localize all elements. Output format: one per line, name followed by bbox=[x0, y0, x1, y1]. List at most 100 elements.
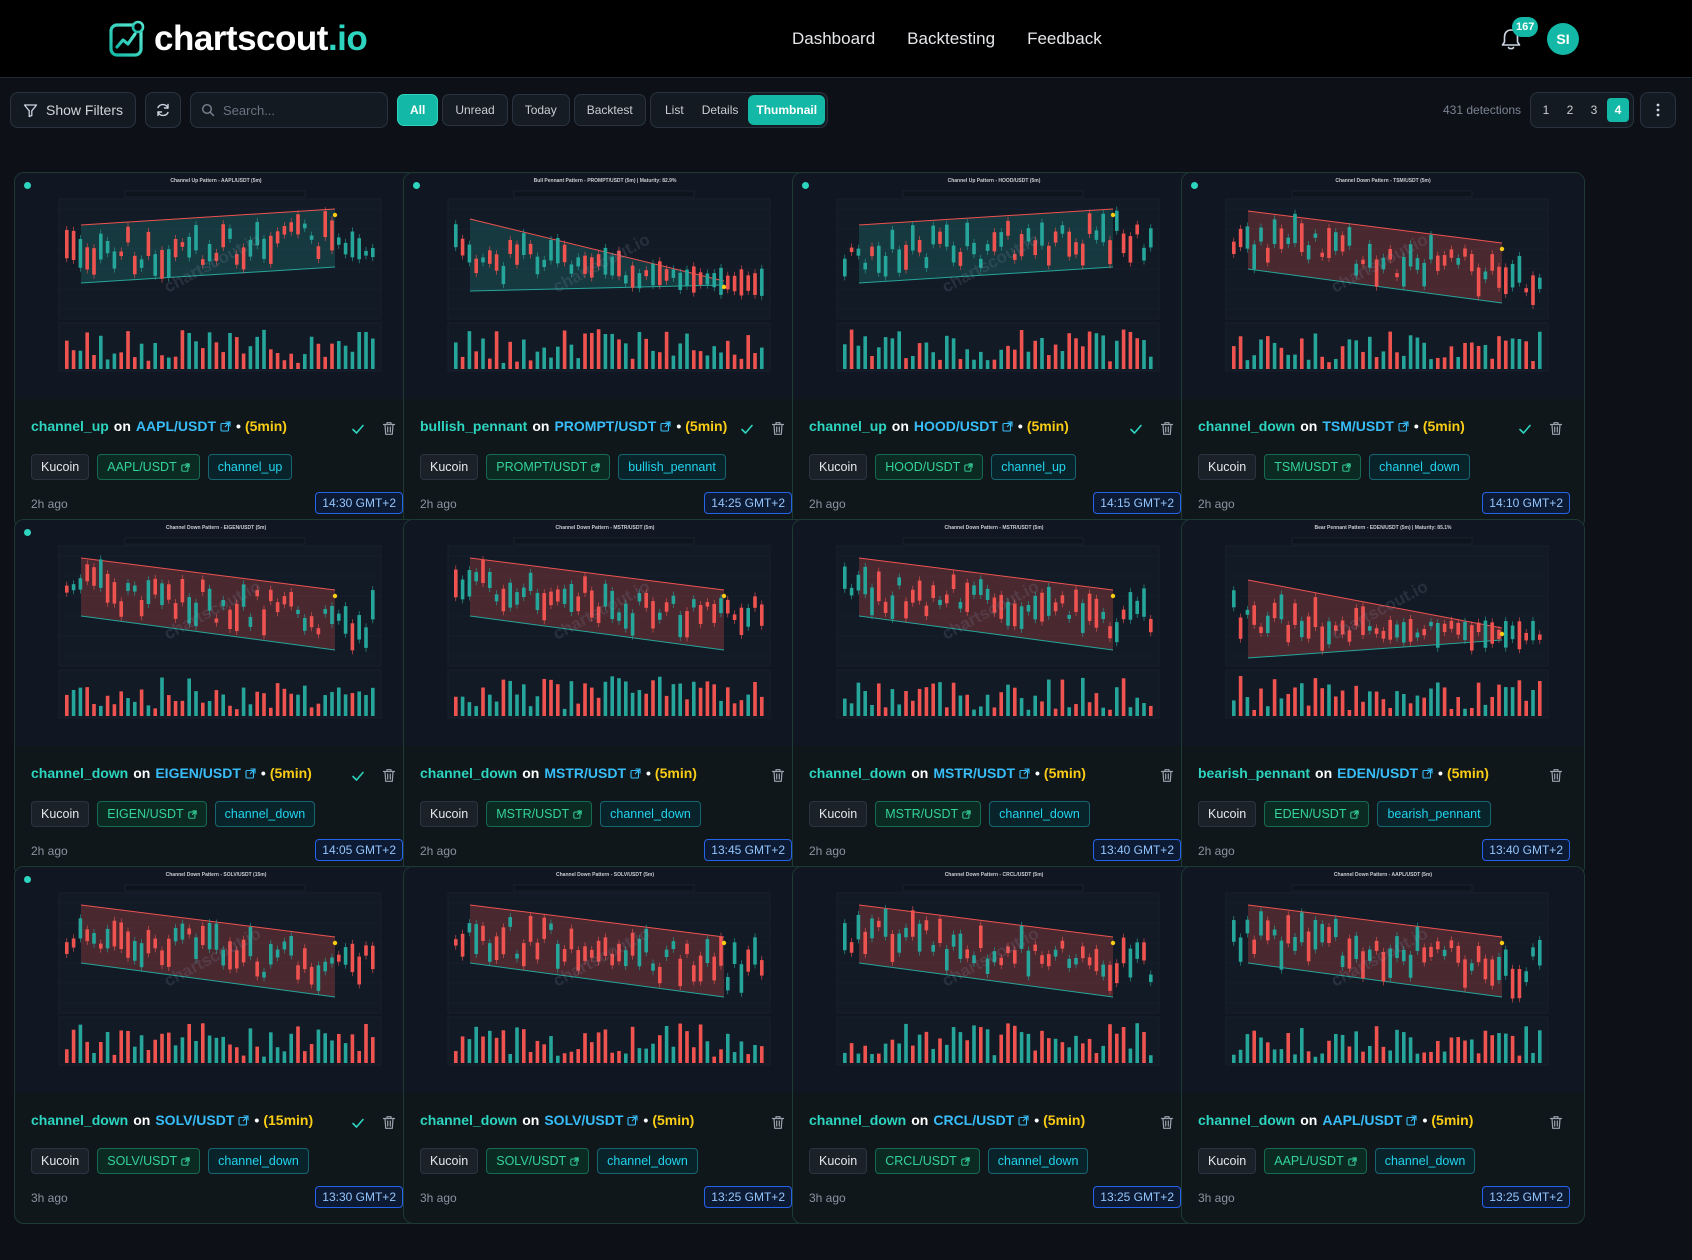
exchange-tag[interactable]: Kucoin bbox=[31, 1148, 90, 1174]
trash-icon[interactable] bbox=[1160, 1115, 1174, 1130]
filter-today-chip[interactable]: Today bbox=[511, 94, 570, 126]
symbol-link[interactable]: AAPL/USDT bbox=[1322, 1112, 1403, 1128]
exchange-tag[interactable]: Kucoin bbox=[420, 454, 479, 480]
symbol-link[interactable]: CRCL/USDT bbox=[933, 1112, 1015, 1128]
view-details-button[interactable]: Details bbox=[701, 103, 739, 117]
external-link-icon[interactable] bbox=[1019, 767, 1030, 779]
detection-card[interactable]: Bear Pennant Pattern - EDEN/USDT (5m) | … bbox=[1181, 519, 1585, 877]
trash-icon[interactable] bbox=[771, 768, 785, 783]
pair-tag[interactable]: PROMPT/USDT bbox=[486, 454, 611, 480]
chart-thumbnail[interactable]: Channel Down Pattern - MSTR/USDT (5m) cha… bbox=[404, 520, 806, 746]
more-options-button[interactable] bbox=[1640, 92, 1676, 128]
pattern-tag[interactable]: bearish_pennant bbox=[1377, 801, 1491, 827]
symbol-link[interactable]: AAPL/USDT bbox=[135, 418, 217, 434]
detection-card[interactable]: Channel Down Pattern - SOLV/USDT (15m) ch… bbox=[14, 866, 418, 1224]
pattern-tag[interactable]: channel_up bbox=[207, 454, 293, 480]
symbol-link[interactable]: EIGEN/USDT bbox=[155, 765, 241, 781]
page-1-button[interactable]: 1 bbox=[1542, 103, 1550, 117]
trash-icon[interactable] bbox=[382, 1115, 396, 1130]
check-icon[interactable] bbox=[351, 422, 365, 436]
nav-backtesting[interactable]: Backtesting bbox=[907, 29, 996, 48]
pattern-tag[interactable]: channel_down bbox=[214, 801, 316, 827]
chart-thumbnail[interactable]: Channel Up Pattern - HOOD/USDT (5m) chart… bbox=[793, 173, 1195, 399]
chart-thumbnail[interactable]: Bear Pennant Pattern - EDEN/USDT (5m) | … bbox=[1182, 520, 1584, 746]
external-link-icon[interactable] bbox=[1002, 420, 1013, 432]
check-icon[interactable] bbox=[1518, 422, 1532, 436]
view-list-button[interactable]: List bbox=[665, 103, 684, 117]
pattern-tag[interactable]: bullish_pennant bbox=[618, 454, 726, 480]
external-link-icon[interactable] bbox=[1406, 1114, 1418, 1126]
symbol-link[interactable]: SOLV/USDT bbox=[155, 1112, 235, 1128]
external-link-icon[interactable] bbox=[660, 420, 671, 432]
symbol-link[interactable]: SOLV/USDT bbox=[544, 1112, 624, 1128]
exchange-tag[interactable]: Kucoin bbox=[809, 1148, 868, 1174]
symbol-link[interactable]: TSM/USDT bbox=[1322, 418, 1394, 434]
pair-tag[interactable]: HOOD/USDT bbox=[875, 454, 984, 480]
nav-dashboard[interactable]: Dashboard bbox=[792, 29, 876, 48]
trash-icon[interactable] bbox=[771, 421, 785, 436]
chart-thumbnail[interactable]: Bull Pennant Pattern - PROMPT/USDT (5m) … bbox=[404, 173, 806, 399]
trash-icon[interactable] bbox=[382, 768, 396, 783]
chart-thumbnail[interactable]: Channel Down Pattern - MSTR/USDT (5m) cha… bbox=[793, 520, 1195, 746]
pair-tag[interactable]: CRCL/USDT bbox=[875, 1148, 980, 1174]
detection-card[interactable]: Channel Down Pattern - MSTR/USDT (5m) cha… bbox=[792, 519, 1196, 877]
symbol-link[interactable]: HOOD/USDT bbox=[913, 418, 998, 434]
exchange-tag[interactable]: Kucoin bbox=[31, 801, 90, 827]
chartscout-logo[interactable]: chartscout.io bbox=[108, 19, 368, 59]
pattern-tag[interactable]: channel_down bbox=[989, 801, 1090, 827]
exchange-tag[interactable]: Kucoin bbox=[1198, 454, 1257, 480]
chart-thumbnail[interactable]: Channel Down Pattern - SOLV/USDT (15m) ch… bbox=[15, 867, 417, 1093]
symbol-link[interactable]: PROMPT/USDT bbox=[554, 418, 657, 434]
external-link-icon[interactable] bbox=[1018, 1114, 1029, 1126]
check-icon[interactable] bbox=[1129, 422, 1143, 436]
nav-feedback[interactable]: Feedback bbox=[1027, 29, 1102, 48]
symbol-link[interactable]: EDEN/USDT bbox=[1337, 765, 1419, 781]
external-link-icon[interactable] bbox=[1398, 420, 1409, 432]
detection-card[interactable]: Channel Down Pattern - EIGEN/USDT (5m) ch… bbox=[14, 519, 418, 877]
pattern-tag[interactable]: channel_down bbox=[597, 1148, 698, 1174]
chart-thumbnail[interactable]: Channel Down Pattern - TSM/USDT (5m) char… bbox=[1182, 173, 1584, 399]
trash-icon[interactable] bbox=[771, 1115, 785, 1130]
pair-tag[interactable]: SOLV/USDT bbox=[486, 1148, 590, 1174]
pair-tag[interactable]: MSTR/USDT bbox=[875, 801, 982, 827]
pattern-tag[interactable]: channel_down bbox=[1374, 1148, 1476, 1174]
exchange-tag[interactable]: Kucoin bbox=[1198, 801, 1257, 827]
pattern-tag[interactable]: channel_up bbox=[991, 454, 1076, 480]
check-icon[interactable] bbox=[351, 769, 365, 783]
refresh-button[interactable] bbox=[145, 92, 181, 128]
chart-thumbnail[interactable]: Channel Down Pattern - EIGEN/USDT (5m) ch… bbox=[15, 520, 417, 746]
symbol-link[interactable]: MSTR/USDT bbox=[933, 765, 1016, 781]
filter-all-chip[interactable]: All bbox=[397, 94, 439, 126]
chart-thumbnail[interactable]: Channel Up Pattern - AAPL/USDT (5m) chart… bbox=[15, 173, 417, 399]
external-link-icon[interactable] bbox=[630, 767, 641, 779]
chart-thumbnail[interactable]: Channel Down Pattern - AAPL/USDT (5m) cha… bbox=[1182, 867, 1584, 1093]
external-link-icon[interactable] bbox=[627, 1114, 638, 1126]
check-icon[interactable] bbox=[740, 422, 754, 436]
pattern-tag[interactable]: channel_down bbox=[600, 801, 701, 827]
detection-card[interactable]: Channel Down Pattern - TSM/USDT (5m) char… bbox=[1181, 172, 1585, 530]
symbol-link[interactable]: MSTR/USDT bbox=[544, 765, 627, 781]
pair-tag[interactable]: MSTR/USDT bbox=[486, 801, 593, 827]
pattern-tag[interactable]: channel_down bbox=[1369, 454, 1470, 480]
detection-card[interactable]: Channel Down Pattern - MSTR/USDT (5m) cha… bbox=[403, 519, 807, 877]
trash-icon[interactable] bbox=[1549, 768, 1563, 783]
trash-icon[interactable] bbox=[1160, 421, 1174, 436]
pattern-tag[interactable]: channel_down bbox=[987, 1148, 1089, 1174]
external-link-icon[interactable] bbox=[245, 767, 256, 779]
detection-card[interactable]: Channel Up Pattern - AAPL/USDT (5m) chart… bbox=[14, 172, 418, 530]
trash-icon[interactable] bbox=[1160, 768, 1174, 783]
pair-tag[interactable]: EDEN/USDT bbox=[1264, 801, 1370, 827]
exchange-tag[interactable]: Kucoin bbox=[31, 454, 90, 480]
exchange-tag[interactable]: Kucoin bbox=[420, 801, 479, 827]
trash-icon[interactable] bbox=[1549, 1115, 1563, 1130]
detection-card[interactable]: Bull Pennant Pattern - PROMPT/USDT (5m) … bbox=[403, 172, 807, 530]
page-2-button[interactable]: 2 bbox=[1566, 103, 1574, 117]
detection-card[interactable]: Channel Down Pattern - CRCL/USDT (5m) cha… bbox=[792, 866, 1196, 1224]
exchange-tag[interactable]: Kucoin bbox=[809, 801, 868, 827]
detection-card[interactable]: Channel Down Pattern - AAPL/USDT (5m) cha… bbox=[1181, 866, 1585, 1224]
external-link-icon[interactable] bbox=[238, 1114, 249, 1126]
page-4-button[interactable]: 4 bbox=[1607, 98, 1629, 122]
view-thumbnail-button[interactable]: Thumbnail bbox=[748, 95, 826, 125]
pair-tag[interactable]: AAPL/USDT bbox=[97, 454, 200, 480]
trash-icon[interactable] bbox=[382, 421, 396, 436]
